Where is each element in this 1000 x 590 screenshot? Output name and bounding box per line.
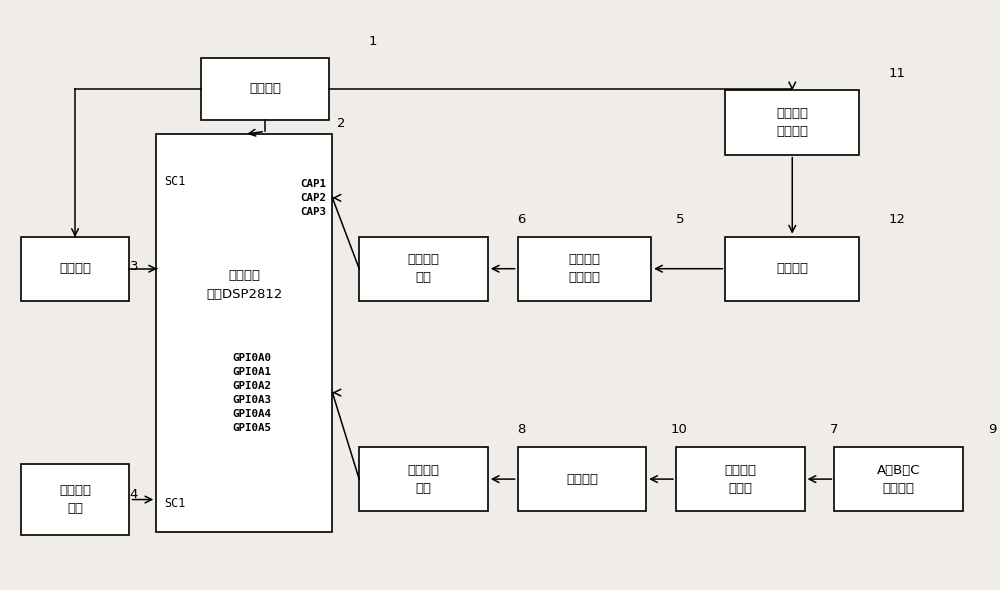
Text: 波形处理
电路: 波形处理 电路 (408, 253, 440, 284)
Text: A、B、C
三相端口: A、B、C 三相端口 (877, 464, 920, 494)
Text: 7: 7 (829, 424, 838, 437)
Bar (834, 447, 963, 512)
Text: 12: 12 (889, 213, 906, 226)
Text: 10: 10 (671, 424, 688, 437)
Text: 6: 6 (518, 213, 526, 226)
Text: 1: 1 (369, 35, 378, 48)
Bar (359, 447, 488, 512)
Text: 主控芯片
模块DSP2812: 主控芯片 模块DSP2812 (206, 269, 283, 301)
Text: 4: 4 (129, 488, 138, 501)
Bar (725, 90, 859, 155)
Bar (518, 447, 646, 512)
Text: SC1: SC1 (164, 175, 186, 188)
Text: 显示屏幕: 显示屏幕 (59, 262, 91, 275)
Bar (676, 447, 805, 512)
Text: 8: 8 (518, 424, 526, 437)
Bar (201, 58, 329, 120)
Bar (21, 237, 129, 301)
Bar (21, 464, 129, 535)
Bar (725, 237, 859, 301)
Text: 电源模块: 电源模块 (249, 83, 281, 96)
Text: 信号调理
电路: 信号调理 电路 (408, 464, 440, 494)
Text: 11: 11 (889, 67, 906, 80)
Text: 电压传感
器电路: 电压传感 器电路 (724, 464, 756, 494)
Text: CAP1
CAP2
CAP3: CAP1 CAP2 CAP3 (300, 179, 326, 217)
Text: 按键控制
模块: 按键控制 模块 (59, 484, 91, 515)
Text: 2: 2 (337, 117, 346, 130)
Bar (156, 135, 332, 532)
Text: 霍尔元件: 霍尔元件 (776, 262, 808, 275)
Text: 霍尔元件
信号端口: 霍尔元件 信号端口 (568, 253, 600, 284)
Text: 5: 5 (676, 213, 684, 226)
Text: 滤波电路: 滤波电路 (566, 473, 598, 486)
Text: GPI0A0
GPI0A1
GPI0A2
GPI0A3
GPI0A4
GPI0A5: GPI0A0 GPI0A1 GPI0A2 GPI0A3 GPI0A4 GPI0A… (233, 353, 272, 432)
Text: SC1: SC1 (164, 497, 186, 510)
Text: 3: 3 (129, 260, 138, 273)
Text: 9: 9 (988, 424, 996, 437)
Bar (359, 237, 488, 301)
Bar (518, 237, 651, 301)
Text: 霍尔元件
电源端口: 霍尔元件 电源端口 (776, 107, 808, 138)
